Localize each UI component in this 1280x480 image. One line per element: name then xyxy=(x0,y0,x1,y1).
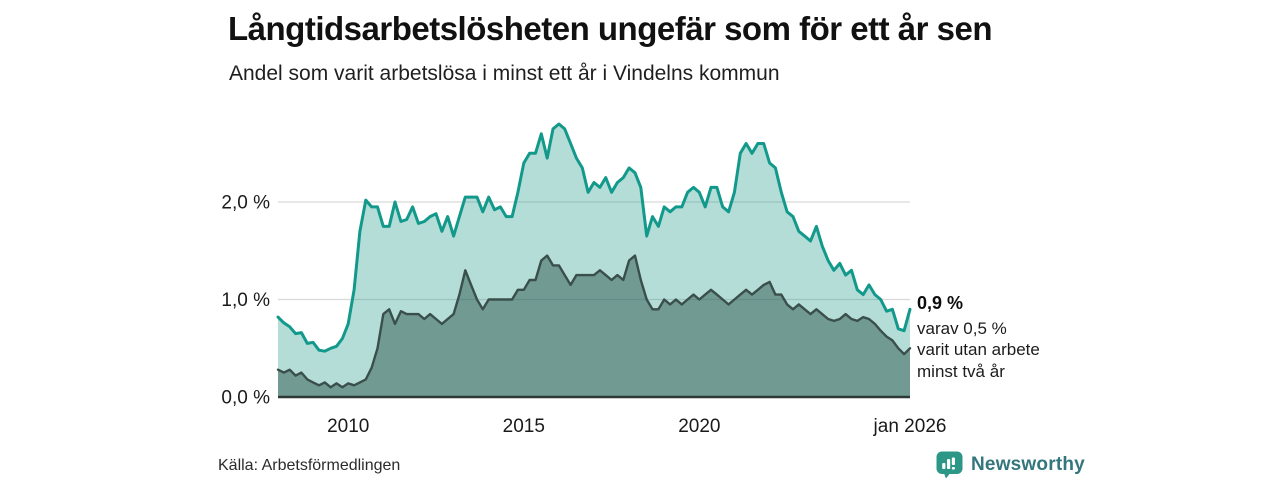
page-subtitle: Andel som varit arbetslösa i minst ett å… xyxy=(229,62,780,85)
brand-name: Newsworthy xyxy=(971,454,1085,475)
source-label: Källa: Arbetsförmedlingen xyxy=(218,457,401,474)
x-axis-label: jan 2026 xyxy=(873,416,947,437)
axis-labels: 0,0 % 1,0 % 2,0 % 2010 2015 2020 jan 2026 xyxy=(221,193,946,438)
x-axis-label: 2020 xyxy=(678,416,720,437)
line-two-year xyxy=(276,254,912,389)
newsworthy-logo: Newsworthy xyxy=(936,451,1085,479)
y-axis-label: 0,0 % xyxy=(221,388,270,409)
line-one-year xyxy=(276,122,912,353)
y-axis-label: 2,0 % xyxy=(221,193,270,214)
annotation-line: varit utan arbete xyxy=(917,340,1040,359)
page-title: Långtidsarbetslösheten ungefär som för e… xyxy=(228,10,993,47)
annotation-line: minst två år xyxy=(917,361,1005,381)
area-two-year xyxy=(278,255,910,397)
x-axis-label: 2015 xyxy=(503,416,545,437)
y-axis-label: 1,0 % xyxy=(221,290,270,311)
latest-value: 0,9 % xyxy=(917,293,964,313)
x-axis-label: 2010 xyxy=(327,416,369,437)
annotation-line: varav 0,5 % xyxy=(917,318,1007,338)
latest-value-annotation: 0,9 % varav 0,5 % varit utan arbete mins… xyxy=(917,293,1040,382)
newsworthy-bar-chart-bubble-icon xyxy=(936,451,963,479)
